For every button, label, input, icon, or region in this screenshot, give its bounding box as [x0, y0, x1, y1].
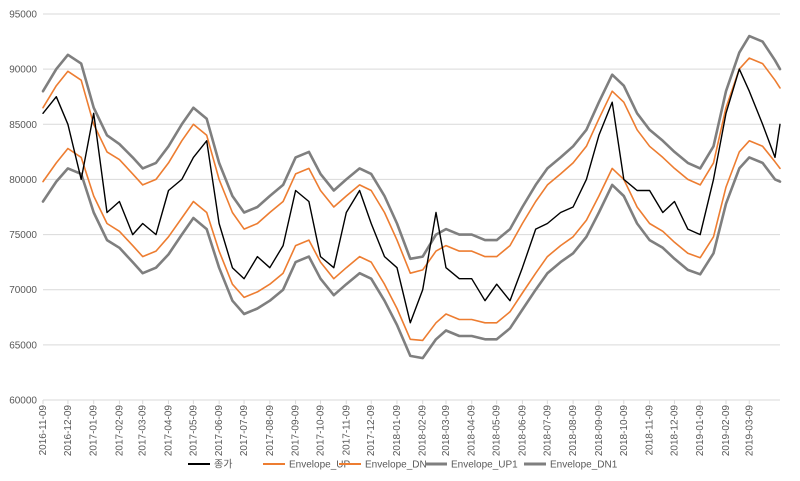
x-tick-label: 2017-07-09: [239, 405, 250, 457]
x-tick-label: 2018-01-09: [392, 405, 403, 457]
x-tick-label: 2017-05-09: [188, 405, 199, 457]
x-tick-label: 2019-01-09: [695, 405, 706, 457]
series-line-Envelope_DN1: [41, 156, 782, 360]
x-tick-label: 2018-08-09: [568, 405, 579, 457]
x-tick-label: 2018-02-09: [418, 405, 429, 457]
y-tick-label: 75000: [9, 230, 37, 241]
gridlines: [43, 13, 780, 401]
x-tick-label: 2019-03-09: [744, 405, 755, 457]
legend-label: Envelope_UP: [289, 460, 350, 471]
series-line-Envelope_UP: [42, 57, 781, 275]
x-axis-ticks: 2016-11-09 2016-12-09 2017-01-09 2017-02-09…: [38, 400, 755, 456]
y-tick-label: 65000: [9, 340, 37, 351]
x-tick-label: 2017-10-09: [316, 405, 327, 457]
x-tick-label: 2018-05-09: [492, 405, 503, 457]
y-tick-label: 90000: [9, 65, 37, 76]
x-tick-label: 2018-12-09: [669, 405, 680, 457]
x-tick-label: 2018-04-09: [467, 405, 478, 457]
x-tick-label: 2017-04-09: [163, 405, 174, 457]
legend-label: Envelope_DN: [365, 460, 427, 471]
legend-label: 종가: [214, 459, 232, 471]
x-tick-label: 2017-08-09: [265, 405, 276, 457]
x-tick-label: 2017-01-09: [89, 405, 100, 457]
x-tick-label: 2016-12-09: [63, 405, 74, 457]
y-tick-label: 70000: [9, 285, 37, 296]
x-tick-label: 2018-11-09: [645, 405, 656, 456]
x-tick-label: 2017-03-09: [138, 405, 149, 457]
series-lines: [41, 34, 782, 360]
x-tick-label: 2017-09-09: [291, 405, 302, 457]
x-tick-label: 2019-02-09: [721, 405, 732, 457]
x-tick-label: 2017-06-09: [214, 405, 225, 457]
legend: 종가 Envelope_UP Envelope_DN Envelope_UP1 Enve…: [188, 459, 618, 471]
y-tick-label: 60000: [9, 396, 37, 407]
series-line-Envelope_DN: [42, 140, 781, 342]
x-tick-label: 2018-07-09: [542, 405, 553, 457]
y-tick-label: 80000: [9, 175, 37, 186]
series-line-Envelope_UP1: [41, 34, 782, 261]
x-tick-label: 2018-03-09: [441, 405, 452, 457]
x-tick-label: 2018-09-09: [594, 405, 605, 457]
series-line-종가: [42, 68, 781, 324]
legend-label: Envelope_UP1: [451, 460, 518, 471]
x-tick-label: 2017-11-09: [341, 405, 352, 456]
x-tick-label: 2017-02-09: [114, 405, 125, 457]
y-tick-label: 95000: [9, 10, 37, 21]
legend-label: Envelope_DN1: [550, 460, 618, 471]
y-axis-ticks: 60000 65000 70000 75000 80000 85000 90000 95000: [9, 10, 37, 407]
x-tick-label: 2017-12-09: [366, 405, 377, 457]
x-tick-label: 2018-10-09: [619, 405, 630, 457]
y-tick-label: 85000: [9, 120, 37, 131]
x-tick-label: 2016-11-09: [38, 405, 49, 456]
x-tick-label: 2018-06-09: [517, 405, 528, 457]
